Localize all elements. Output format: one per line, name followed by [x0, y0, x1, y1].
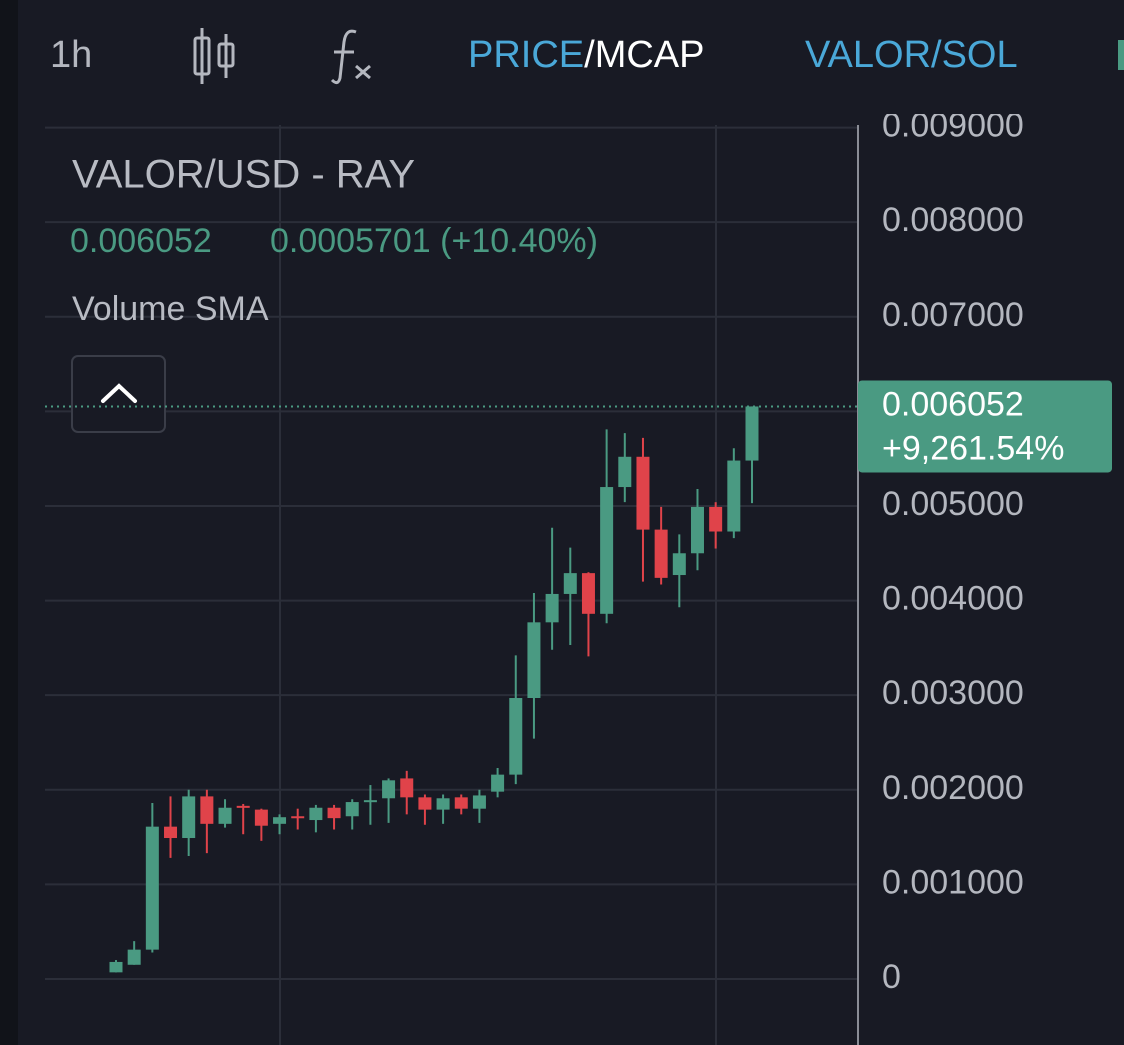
last-price-box [858, 380, 1112, 473]
candle-body [636, 456, 650, 530]
edge-button[interactable] [1118, 40, 1124, 70]
candle-body [600, 487, 614, 614]
candle-body [509, 698, 523, 775]
candle-body [382, 780, 396, 799]
candle-body [436, 798, 450, 810]
candle-body [218, 807, 232, 824]
candle-body [363, 800, 377, 803]
y-tick-label: 0.005000 [882, 485, 1024, 523]
y-tick-label: 0.003000 [882, 674, 1024, 712]
candle-body [563, 573, 577, 594]
candle-body [309, 807, 323, 821]
fx-icon[interactable] [330, 29, 371, 85]
candle-body [236, 805, 250, 808]
candle-body [709, 506, 723, 532]
readout-change: 0.0005701 (+10.40%) [270, 222, 598, 260]
candle-body [672, 553, 686, 576]
candle-body [454, 797, 468, 809]
candles [109, 406, 759, 973]
candle-body [145, 826, 159, 950]
candle-body [727, 460, 741, 532]
axis-top-mask [860, 90, 1124, 114]
candle-body [254, 809, 268, 826]
y-axis: 0 0.001000 0.002000 0.003000 0.004000 0.00500… [882, 107, 1024, 996]
y-tick-label: 0.008000 [882, 201, 1024, 239]
candle-body [273, 817, 287, 824]
candle-body [472, 795, 486, 809]
last-change-label: +9,261.54% [882, 429, 1064, 467]
candle-icon[interactable] [193, 28, 235, 84]
price-mcap-toggle[interactable]: PRICE/MCAP [468, 34, 705, 76]
pair-toggle[interactable]: VALOR/SOL [805, 34, 1018, 76]
candle-body [491, 774, 505, 792]
candle-body [291, 816, 305, 819]
interval[interactable]: 1h [50, 34, 92, 76]
last-price-label: 0.006052 [882, 385, 1024, 423]
y-tick-label: 0.001000 [882, 863, 1024, 901]
candle-body [200, 796, 214, 824]
candle-body [127, 949, 141, 965]
mcap-option[interactable]: /MCAP [584, 34, 704, 76]
y-tick-label: 0 [882, 958, 901, 996]
candle-body [618, 456, 632, 488]
candle-body [545, 593, 559, 623]
candle-body [400, 778, 414, 798]
candle-body [418, 797, 432, 810]
y-tick-label: 0.002000 [882, 769, 1024, 807]
candle-body [109, 961, 123, 973]
candle-body [164, 826, 178, 839]
readout-price: 0.006052 [70, 222, 212, 260]
collapse-button[interactable] [71, 355, 166, 433]
candle-body [527, 622, 541, 699]
candle-body [654, 529, 668, 578]
y-tick-label: 0.007000 [882, 296, 1024, 334]
left-strip [0, 0, 18, 1045]
candle-body [745, 406, 759, 461]
price-option[interactable]: PRICE [468, 34, 584, 76]
y-tick-label: 0.004000 [882, 580, 1024, 618]
candle-body [345, 802, 359, 817]
candle-body [182, 796, 196, 839]
candle-body [690, 506, 704, 554]
candle-body [581, 573, 595, 614]
candle-body [327, 807, 341, 819]
grid [45, 126, 858, 980]
indicator-name[interactable]: Volume SMA [72, 290, 269, 328]
chart-title: VALOR/USD - RAY [72, 153, 415, 197]
